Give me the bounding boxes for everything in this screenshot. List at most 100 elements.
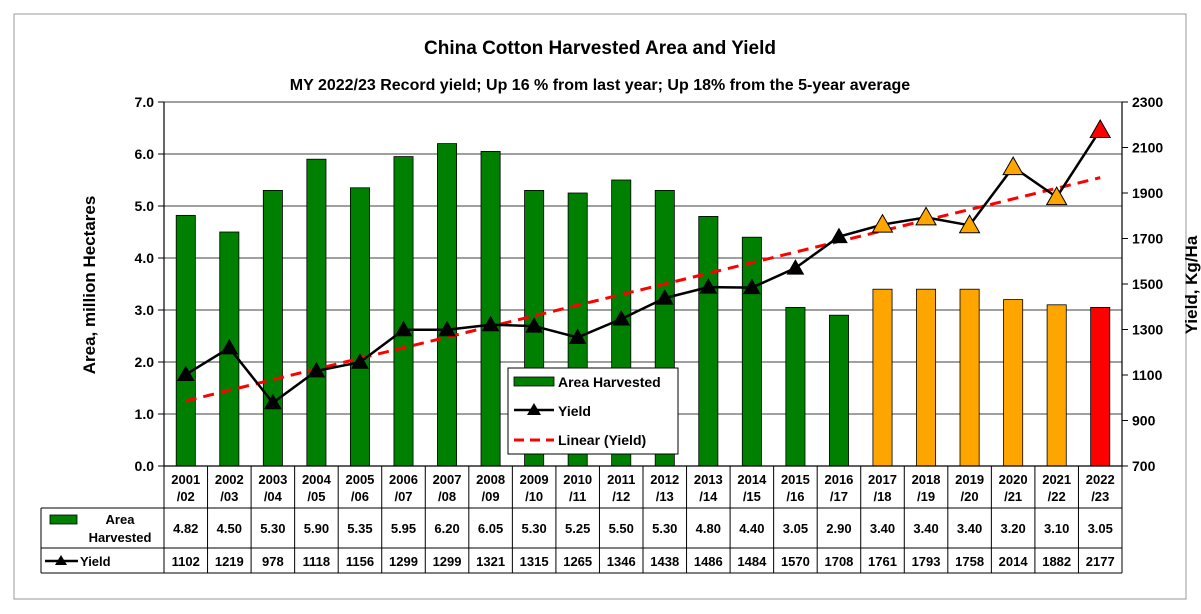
data-label-area: 4.50 [217, 521, 242, 536]
data-label-area: 5.30 [652, 521, 677, 536]
y-right-tick-label: 1900 [1132, 185, 1163, 201]
data-label-area: 5.95 [391, 521, 416, 536]
data-table: 2001/02 2002/03 2003/04 2004/05 2005/06 2006 /… [40, 466, 1123, 574]
data-label-yield: 1219 [215, 554, 244, 569]
plot-area: 0.0 1.0 2.0 3.0 4.0 5.0 6.0 7.0 700 900 1100 1300 15… [135, 94, 1164, 474]
legend-label-area: Area Harvested [558, 374, 661, 390]
x-tick-label: /11 [569, 489, 586, 504]
x-tick-label: /02 [177, 489, 195, 504]
yield-marker [830, 227, 848, 244]
x-tick-label: 2007 [433, 472, 462, 487]
x-tick-label: 2014 [737, 472, 767, 487]
chart-subtitle: MY 2022/23 Record yield; Up 16 % from la… [290, 77, 911, 94]
y-right-tick-label: 700 [1132, 458, 1156, 474]
yield-marker [1045, 186, 1068, 206]
bar [1046, 304, 1067, 467]
bar [785, 306, 806, 467]
data-label-yield: 1484 [737, 554, 767, 569]
table-key-area [49, 514, 78, 525]
y-right-tick-label: 1500 [1132, 276, 1163, 292]
yield-marker [871, 213, 894, 233]
data-label-yield: 1570 [781, 554, 810, 569]
data-label-area: 6.05 [478, 521, 503, 536]
y-right-tick-label: 2300 [1132, 94, 1163, 110]
yield-marker [264, 393, 282, 410]
yield-marker [655, 289, 674, 305]
x-tick-label: 2001 [171, 472, 200, 487]
y-right-tick-label: 900 [1132, 413, 1156, 429]
yield-marker [699, 278, 718, 294]
data-label-yield: 1793 [912, 554, 941, 569]
x-tick-label: /06 [351, 489, 369, 504]
x-tick-label: 2005 [345, 472, 374, 487]
data-label-yield: 1265 [563, 554, 592, 569]
y-left-tick-label: 4.0 [135, 250, 155, 266]
y-left-tick-label: 2.0 [135, 354, 155, 370]
legend-label-yield: Yield [558, 403, 591, 419]
x-tick-label: 2013 [694, 472, 723, 487]
data-label-area: 5.90 [304, 521, 329, 536]
table-key-yield-marker [55, 555, 67, 565]
data-label-area: 4.80 [696, 521, 721, 536]
x-tick-label: /03 [220, 489, 238, 504]
data-label-yield: 1156 [346, 554, 374, 569]
yield-marker [786, 259, 805, 275]
x-tick-label: /16 [786, 489, 804, 504]
x-tick-label: /08 [438, 489, 456, 504]
x-tick-label: /21 [1004, 489, 1022, 504]
yield-marker [307, 361, 326, 378]
bar [872, 288, 893, 467]
x-tick-label: /20 [961, 489, 979, 504]
y-left-tick-label: 6.0 [135, 146, 155, 162]
x-tick-label: 2003 [258, 472, 287, 487]
x-tick-label: 2009 [520, 472, 549, 487]
chart-title: China Cotton Harvested Area and Yield [424, 38, 776, 59]
x-tick-label: /10 [525, 489, 543, 504]
x-tick-label: 2020 [999, 472, 1028, 487]
y-axis-left-label: Area, million Hectares [80, 196, 99, 375]
x-tick-label: /05 [307, 489, 325, 504]
x-tick-label: 2006 [389, 472, 418, 487]
x-tick-label: /09 [482, 489, 500, 504]
legend-key-yield-marker [527, 403, 541, 415]
y-right-tick-label: 2100 [1132, 140, 1163, 156]
data-label-area: 5.25 [565, 521, 590, 536]
x-tick-label: /18 [873, 489, 891, 504]
yield-marker [568, 328, 587, 344]
x-tick-label: 2012 [650, 472, 679, 487]
y-right-tick-label: 1100 [1132, 367, 1163, 383]
data-label-area: 4.40 [739, 521, 764, 536]
bar [959, 288, 980, 467]
x-tick-label: 2011 [607, 472, 635, 487]
data-label-yield: 1758 [955, 554, 984, 569]
yield-line [185, 129, 1102, 405]
x-tick-label: 2019 [955, 472, 984, 487]
x-tick-label: /17 [830, 489, 848, 504]
yield-marker [743, 278, 761, 295]
bar [698, 215, 719, 467]
data-label-yield: 1315 [520, 554, 549, 569]
data-label-yield: 978 [262, 554, 284, 569]
yield-marker [1002, 156, 1024, 176]
x-tick-label: 2004 [302, 472, 332, 487]
data-label-yield: 1882 [1042, 554, 1071, 569]
x-tick-label: /12 [612, 489, 630, 504]
x-tick-label: 2016 [824, 472, 853, 487]
table-row-label-area: Area [106, 512, 136, 527]
data-label-area: 3.40 [913, 521, 938, 536]
data-label-yield: 1102 [172, 554, 200, 569]
x-tick-label: /22 [1048, 489, 1066, 504]
x-tick-label: /19 [917, 489, 935, 504]
bar [741, 236, 762, 467]
x-tick-label: /14 [699, 489, 718, 504]
yield-marker [481, 315, 500, 332]
yield-marker [1089, 118, 1112, 138]
bar [306, 158, 327, 467]
bar [393, 156, 414, 467]
yield-marker [351, 353, 369, 369]
y-left-tick-label: 1.0 [135, 406, 155, 422]
data-label-yield: 1761 [868, 554, 897, 569]
data-label-yield: 1486 [694, 554, 723, 569]
data-label-yield: 1299 [433, 554, 462, 569]
